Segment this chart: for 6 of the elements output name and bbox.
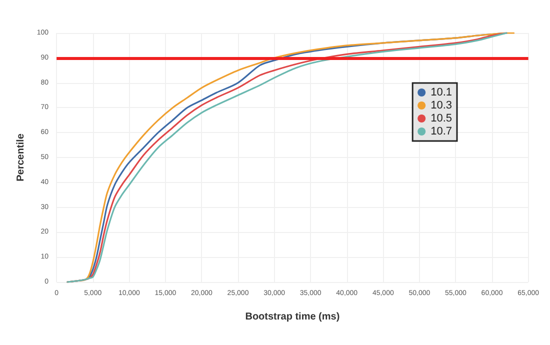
legend-label: 10.7 [430, 126, 452, 138]
x-axis-title: Bootstrap time (ms) [245, 312, 340, 322]
legend-label: 10.5 [430, 112, 452, 124]
legend-label: 10.3 [430, 100, 452, 112]
y-axis-title: Percentile [16, 133, 26, 182]
legend-label: 10.1 [430, 86, 452, 98]
